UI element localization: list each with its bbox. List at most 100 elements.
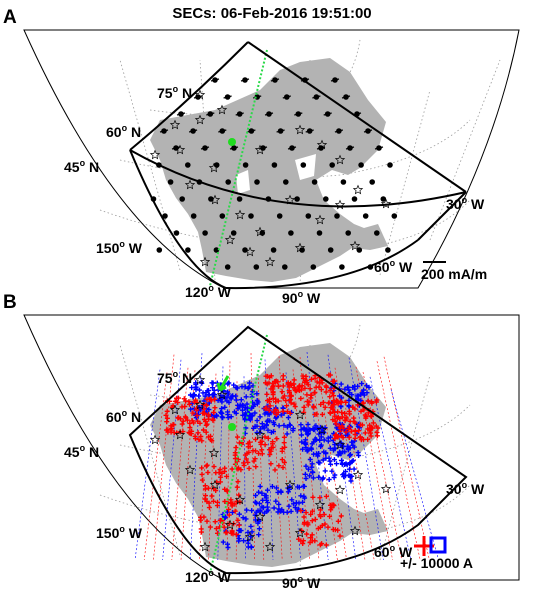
panel-a: A <box>3 7 524 306</box>
current-marker <box>310 469 316 475</box>
panel-label-a: A <box>3 7 17 28</box>
current-marker <box>315 426 320 432</box>
current-marker <box>367 427 373 433</box>
current-marker <box>295 484 300 490</box>
observatory-marker-b <box>228 423 236 431</box>
current-marker <box>253 464 259 470</box>
current-marker <box>343 399 349 405</box>
vector-dot <box>316 230 323 236</box>
station-marker <box>149 434 161 445</box>
current-marker <box>244 401 250 407</box>
current-marker <box>298 387 304 393</box>
current-marker <box>281 393 287 399</box>
current-marker <box>288 382 294 388</box>
current-marker <box>242 384 248 390</box>
current-marker <box>339 458 344 464</box>
current-marker <box>206 434 211 440</box>
station-marker <box>244 531 256 542</box>
current-marker <box>339 433 345 439</box>
current-marker <box>349 473 355 479</box>
vector-dot <box>276 213 283 219</box>
current-marker <box>316 459 322 465</box>
svg-text:150o W: 150o W <box>96 524 143 541</box>
current-marker <box>236 465 241 471</box>
vector-dot <box>385 247 391 253</box>
axis-labels-a: 75o N 60o N 45o N 150o W 120o W 90o W 60… <box>64 84 485 306</box>
current-marker <box>347 418 353 424</box>
vector-dot <box>225 179 231 185</box>
current-marker <box>274 485 279 491</box>
current-marker <box>211 387 217 393</box>
current-marker <box>284 403 290 409</box>
current-marker <box>229 466 235 472</box>
current-marker <box>301 404 307 410</box>
current-marker <box>325 524 331 530</box>
current-marker <box>318 434 324 440</box>
current-marker <box>220 415 226 421</box>
current-marker <box>186 399 192 405</box>
current-marker <box>276 463 282 469</box>
current-marker <box>299 439 305 445</box>
current-marker <box>206 485 211 491</box>
current-marker <box>260 497 266 503</box>
current-marker <box>245 385 251 391</box>
current-marker <box>312 437 318 442</box>
current-marker <box>287 410 293 416</box>
field-line <box>299 357 320 561</box>
current-marker <box>326 400 331 406</box>
current-marker <box>232 456 238 462</box>
current-marker <box>274 436 280 442</box>
current-marker <box>252 499 258 505</box>
current-marker <box>255 520 261 526</box>
station-marker <box>334 439 346 450</box>
vector-tick <box>341 95 351 99</box>
legend-negative-symbol <box>429 536 447 554</box>
current-marker <box>312 390 318 395</box>
station-marker <box>199 541 211 552</box>
current-marker <box>309 464 315 470</box>
current-marker <box>349 439 355 445</box>
current-marker <box>276 501 282 507</box>
current-marker <box>273 378 279 384</box>
station-marker <box>216 104 228 115</box>
current-marker <box>354 393 360 399</box>
svg-text:45o N: 45o N <box>64 443 99 460</box>
current-marker <box>315 525 321 531</box>
svg-text:60o N: 60o N <box>106 123 141 140</box>
projection-bottom-a <box>225 239 419 290</box>
current-marker <box>232 409 237 415</box>
station-marker <box>224 519 236 530</box>
station-marker <box>194 374 206 385</box>
current-marker <box>298 396 304 401</box>
current-marker <box>310 508 315 514</box>
current-marker <box>268 429 274 435</box>
current-marker <box>327 410 333 416</box>
current-marker <box>308 445 314 451</box>
current-marker <box>322 468 328 474</box>
current-marker <box>312 375 318 381</box>
current-marker <box>261 505 266 511</box>
vector-dot <box>253 264 260 270</box>
current-marker <box>335 518 341 524</box>
vector-dot <box>202 230 208 236</box>
current-marker <box>259 447 265 453</box>
station-marker <box>174 429 186 440</box>
current-marker <box>233 445 239 451</box>
current-marker <box>285 489 291 495</box>
station-marker <box>174 144 186 155</box>
current-marker <box>225 415 231 421</box>
current-marker <box>338 381 344 387</box>
current-marker <box>316 384 322 390</box>
current-marker <box>190 410 196 416</box>
svg-text:60o N: 60o N <box>106 408 141 425</box>
current-marker <box>213 526 219 532</box>
current-marker <box>170 422 176 428</box>
vector-dot <box>242 162 249 168</box>
svg-text:120o W: 120o W <box>185 568 232 585</box>
current-marker <box>228 414 234 420</box>
current-marker <box>281 422 287 428</box>
current-marker <box>288 508 294 514</box>
current-marker <box>258 441 264 447</box>
current-marker <box>286 388 292 394</box>
